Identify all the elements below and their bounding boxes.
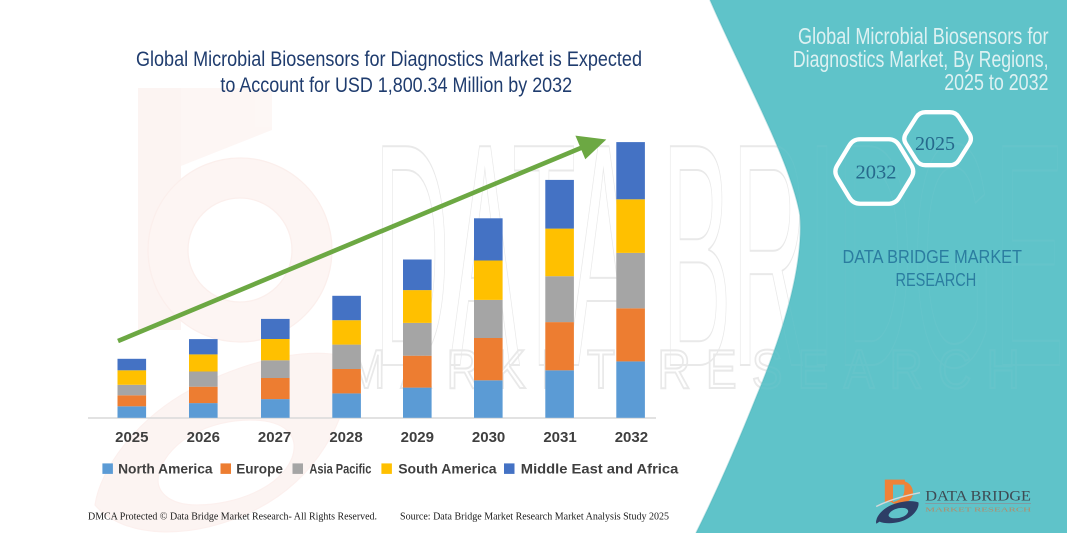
svg-text:2028: 2028 xyxy=(329,429,362,446)
svg-text:2027: 2027 xyxy=(258,429,291,446)
svg-text:Diagnostics Market, By Regions: Diagnostics Market, By Regions, xyxy=(793,46,1049,72)
svg-text:DMCA Protected © Data Bridge M: DMCA Protected © Data Bridge Market Rese… xyxy=(88,512,377,523)
svg-text:RESEARCH: RESEARCH xyxy=(896,269,977,290)
svg-text:2030: 2030 xyxy=(472,429,505,446)
svg-text:2032: 2032 xyxy=(615,429,648,446)
svg-text:2025: 2025 xyxy=(915,134,955,155)
svg-text:2026: 2026 xyxy=(187,429,220,446)
svg-text:Middle East and Africa: Middle East and Africa xyxy=(521,460,679,476)
svg-text:South America: South America xyxy=(398,460,497,476)
svg-text:DATA BRIDGE MARKET: DATA BRIDGE MARKET xyxy=(843,246,1023,267)
svg-text:Asia Pacific: Asia Pacific xyxy=(309,460,371,476)
svg-text:2032: 2032 xyxy=(856,163,897,184)
svg-text:2025 to 2032: 2025 to 2032 xyxy=(944,69,1048,95)
svg-text:Global Microbial Biosensors fo: Global Microbial Biosensors for Diagnost… xyxy=(136,47,642,71)
svg-text:North America: North America xyxy=(118,460,213,476)
svg-text:2031: 2031 xyxy=(543,429,576,446)
svg-text:to Account for USD 1,800.34 Mi: to Account for USD 1,800.34 Million by 2… xyxy=(220,73,572,97)
svg-text:Source: Data Bridge Market Res: Source: Data Bridge Market Research Mark… xyxy=(400,512,669,523)
svg-text:MARKET RESEARCH: MARKET RESEARCH xyxy=(925,507,1031,514)
svg-text:Global Microbial Biosensors fo: Global Microbial Biosensors for xyxy=(798,23,1049,49)
svg-text:2025: 2025 xyxy=(115,429,148,446)
svg-text:2029: 2029 xyxy=(401,429,434,446)
svg-text:DATA BRIDGE: DATA BRIDGE xyxy=(925,489,1031,505)
svg-text:Europe: Europe xyxy=(236,460,283,476)
